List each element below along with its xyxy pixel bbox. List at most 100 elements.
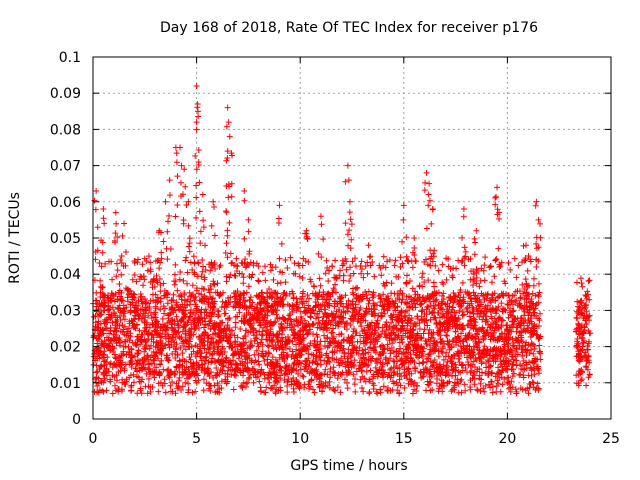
data-point [389,340,396,347]
data-point [344,162,351,169]
data-point [193,287,200,294]
data-point [526,320,533,327]
data-point [176,333,183,340]
data-point [231,262,238,269]
data-point [586,312,593,319]
data-point [117,328,124,335]
data-point [322,366,329,373]
data-point [394,290,401,297]
data-point [523,281,530,288]
data-point [193,182,200,189]
data-point [193,126,200,133]
data-point [396,390,403,397]
data-point [468,354,475,361]
data-point [109,390,116,397]
data-point [377,386,384,393]
data-point [345,358,352,365]
data-point [179,328,186,335]
data-point [187,335,194,342]
data-point [291,260,298,267]
data-point [331,344,338,351]
data-point [360,388,367,395]
data-point [227,331,234,338]
data-point [137,387,144,394]
data-point [109,304,116,311]
data-point [200,337,207,344]
data-point [321,321,328,328]
data-point [173,341,180,348]
data-point [575,320,582,327]
data-point [467,317,474,324]
data-point [244,260,251,267]
data-point [119,352,126,359]
data-point [299,275,306,282]
data-point [380,291,387,298]
data-point [412,304,419,311]
data-point [92,313,99,320]
data-point [429,293,436,300]
data-point [355,350,362,357]
data-point [519,386,526,393]
data-point [461,345,468,352]
data-point [310,307,317,314]
data-point [314,370,321,377]
data-point [461,244,468,251]
data-point [455,355,462,362]
data-point [281,371,288,378]
data-point [367,325,374,332]
data-point [366,376,373,383]
data-point [350,346,357,353]
data-point [333,356,340,363]
data-point [126,337,133,344]
data-point [334,300,341,307]
data-point [429,206,436,213]
data-point [113,340,120,347]
data-point [510,356,517,363]
data-point [243,354,250,361]
data-point [577,275,584,282]
data-point [520,327,527,334]
data-point [426,373,433,380]
data-point [398,356,405,363]
data-point [157,339,164,346]
data-point [296,385,303,392]
data-point [250,319,257,326]
data-point [419,307,426,314]
data-point [159,315,166,322]
data-point [351,375,358,382]
data-point [512,386,519,393]
data-point [370,382,377,389]
data-point [440,310,447,317]
data-point [581,352,588,359]
data-point [300,255,307,262]
data-point [422,179,429,186]
data-point [286,312,293,319]
data-point [117,256,124,263]
data-point [228,193,235,200]
data-point [202,368,209,375]
data-point [435,301,442,308]
data-point [289,338,296,345]
data-point [465,333,472,340]
data-point [232,296,239,303]
data-point [327,321,334,328]
data-point [443,306,450,313]
data-point [114,233,121,240]
data-point [362,346,369,353]
data-point [573,343,580,350]
data-point [502,280,509,287]
data-point [235,351,242,358]
data-point [256,378,263,385]
data-point [158,323,165,330]
data-point [378,296,385,303]
data-point [361,327,368,334]
data-point [296,273,303,280]
data-point [199,263,206,270]
data-point [352,304,359,311]
data-point [495,325,502,332]
data-point [128,345,135,352]
data-point [101,303,108,310]
data-point [138,337,145,344]
data-point [315,319,322,326]
data-point [253,347,260,354]
